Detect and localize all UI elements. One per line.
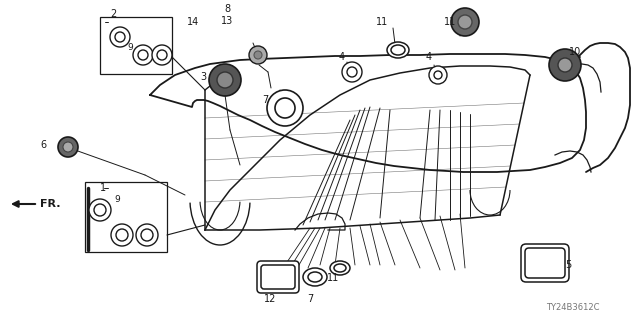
Circle shape: [111, 224, 133, 246]
Circle shape: [429, 66, 447, 84]
Ellipse shape: [334, 264, 346, 272]
FancyBboxPatch shape: [521, 244, 569, 282]
Text: 12: 12: [264, 294, 276, 304]
Text: 7: 7: [262, 95, 268, 105]
Circle shape: [549, 49, 581, 81]
Circle shape: [89, 199, 111, 221]
Circle shape: [458, 15, 472, 29]
Ellipse shape: [308, 272, 322, 282]
FancyBboxPatch shape: [257, 261, 299, 293]
Circle shape: [138, 50, 148, 60]
Circle shape: [267, 90, 303, 126]
Text: 8: 8: [224, 4, 230, 14]
Text: 1: 1: [100, 183, 106, 193]
Ellipse shape: [330, 261, 350, 275]
Circle shape: [157, 50, 167, 60]
Circle shape: [347, 67, 357, 77]
Circle shape: [94, 204, 106, 216]
FancyBboxPatch shape: [261, 265, 295, 289]
Circle shape: [275, 98, 295, 118]
Text: 6: 6: [40, 140, 46, 150]
Circle shape: [249, 46, 267, 64]
Text: 14: 14: [187, 17, 199, 27]
Ellipse shape: [391, 45, 405, 55]
Circle shape: [254, 51, 262, 59]
Text: TY24B3612C: TY24B3612C: [547, 303, 600, 313]
Text: 3: 3: [200, 72, 206, 82]
Text: 7: 7: [307, 294, 313, 304]
Text: 4: 4: [426, 52, 432, 62]
Text: 13: 13: [221, 16, 233, 26]
Ellipse shape: [303, 268, 327, 286]
Circle shape: [209, 64, 241, 96]
Text: 11: 11: [376, 17, 388, 27]
Circle shape: [133, 45, 153, 65]
Text: 11: 11: [327, 273, 339, 283]
Circle shape: [63, 142, 73, 152]
Circle shape: [136, 224, 158, 246]
Circle shape: [141, 229, 153, 241]
Circle shape: [434, 71, 442, 79]
Circle shape: [152, 45, 172, 65]
Circle shape: [217, 72, 233, 88]
Text: 9: 9: [114, 196, 120, 204]
Text: 5: 5: [565, 260, 571, 270]
Text: 4: 4: [339, 52, 345, 62]
Circle shape: [115, 32, 125, 42]
Text: 11: 11: [444, 17, 456, 27]
Circle shape: [451, 8, 479, 36]
Ellipse shape: [387, 42, 409, 58]
Circle shape: [116, 229, 128, 241]
Text: 2: 2: [110, 9, 116, 19]
Circle shape: [558, 58, 572, 72]
Circle shape: [58, 137, 78, 157]
Text: 9: 9: [127, 43, 133, 52]
Text: 10: 10: [569, 47, 581, 57]
Text: FR.: FR.: [40, 199, 61, 209]
Circle shape: [342, 62, 362, 82]
FancyBboxPatch shape: [525, 248, 565, 278]
Circle shape: [110, 27, 130, 47]
